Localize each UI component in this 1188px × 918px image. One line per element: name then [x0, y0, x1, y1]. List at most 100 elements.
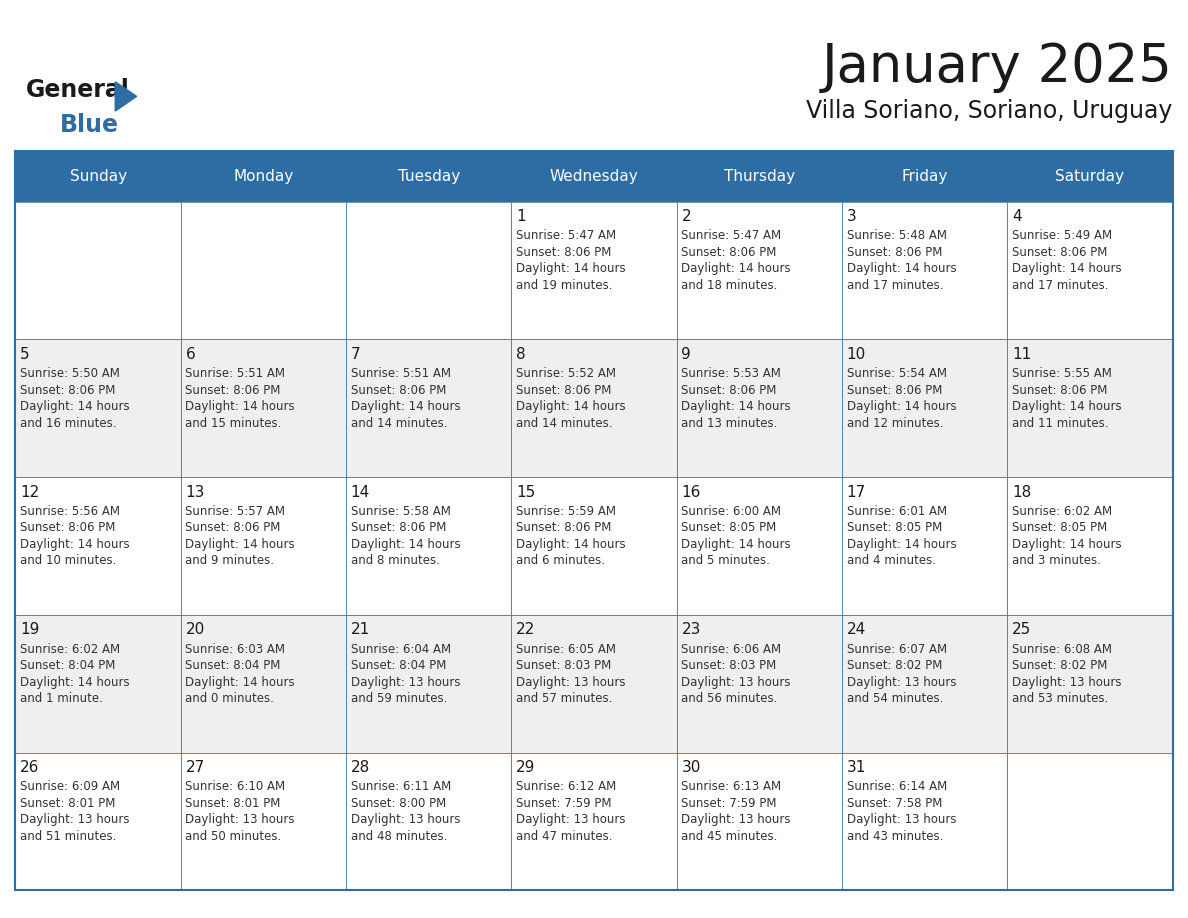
Bar — [15, 615, 181, 753]
Text: 11: 11 — [1012, 347, 1031, 362]
Bar — [346, 477, 511, 615]
Bar — [15, 202, 181, 340]
Text: 24: 24 — [847, 622, 866, 637]
Bar — [15, 753, 181, 890]
Bar — [511, 340, 677, 477]
Text: Sunrise: 5:57 AM
Sunset: 8:06 PM
Daylight: 14 hours
and 9 minutes.: Sunrise: 5:57 AM Sunset: 8:06 PM Dayligh… — [185, 505, 295, 567]
Bar — [181, 340, 346, 477]
Text: General: General — [26, 78, 129, 102]
Text: Sunrise: 6:01 AM
Sunset: 8:05 PM
Daylight: 14 hours
and 4 minutes.: Sunrise: 6:01 AM Sunset: 8:05 PM Dayligh… — [847, 505, 956, 567]
Text: Sunrise: 5:54 AM
Sunset: 8:06 PM
Daylight: 14 hours
and 12 minutes.: Sunrise: 5:54 AM Sunset: 8:06 PM Dayligh… — [847, 367, 956, 430]
Text: 28: 28 — [350, 760, 369, 775]
Text: Monday: Monday — [233, 169, 293, 185]
Text: Sunrise: 6:07 AM
Sunset: 8:02 PM
Daylight: 13 hours
and 54 minutes.: Sunrise: 6:07 AM Sunset: 8:02 PM Dayligh… — [847, 643, 956, 705]
Text: 30: 30 — [682, 760, 701, 775]
Text: Tuesday: Tuesday — [398, 169, 460, 185]
Polygon shape — [115, 82, 137, 111]
Text: 13: 13 — [185, 485, 204, 499]
Text: 8: 8 — [516, 347, 526, 362]
Bar — [346, 340, 511, 477]
Text: Sunrise: 5:58 AM
Sunset: 8:06 PM
Daylight: 14 hours
and 8 minutes.: Sunrise: 5:58 AM Sunset: 8:06 PM Dayligh… — [350, 505, 461, 567]
Text: Sunrise: 6:10 AM
Sunset: 8:01 PM
Daylight: 13 hours
and 50 minutes.: Sunrise: 6:10 AM Sunset: 8:01 PM Dayligh… — [185, 780, 295, 843]
Text: Sunrise: 5:53 AM
Sunset: 8:06 PM
Daylight: 14 hours
and 13 minutes.: Sunrise: 5:53 AM Sunset: 8:06 PM Dayligh… — [682, 367, 791, 430]
Text: 3: 3 — [847, 209, 857, 224]
Bar — [15, 151, 1173, 890]
Text: Sunrise: 6:12 AM
Sunset: 7:59 PM
Daylight: 13 hours
and 47 minutes.: Sunrise: 6:12 AM Sunset: 7:59 PM Dayligh… — [516, 780, 626, 843]
Bar — [181, 477, 346, 615]
Text: 26: 26 — [20, 760, 39, 775]
Bar — [511, 753, 677, 890]
Text: Sunrise: 6:09 AM
Sunset: 8:01 PM
Daylight: 13 hours
and 51 minutes.: Sunrise: 6:09 AM Sunset: 8:01 PM Dayligh… — [20, 780, 129, 843]
Bar — [511, 615, 677, 753]
Text: 22: 22 — [516, 622, 536, 637]
Text: Sunrise: 5:50 AM
Sunset: 8:06 PM
Daylight: 14 hours
and 16 minutes.: Sunrise: 5:50 AM Sunset: 8:06 PM Dayligh… — [20, 367, 129, 430]
Bar — [842, 615, 1007, 753]
Text: Sunrise: 5:48 AM
Sunset: 8:06 PM
Daylight: 14 hours
and 17 minutes.: Sunrise: 5:48 AM Sunset: 8:06 PM Dayligh… — [847, 230, 956, 292]
Bar — [1007, 477, 1173, 615]
Bar — [181, 615, 346, 753]
Bar — [1007, 753, 1173, 890]
Text: Sunrise: 6:14 AM
Sunset: 7:58 PM
Daylight: 13 hours
and 43 minutes.: Sunrise: 6:14 AM Sunset: 7:58 PM Dayligh… — [847, 780, 956, 843]
Bar — [677, 477, 842, 615]
Text: 12: 12 — [20, 485, 39, 499]
Bar — [15, 477, 181, 615]
Bar — [842, 753, 1007, 890]
Bar — [1007, 340, 1173, 477]
Text: Sunrise: 6:04 AM
Sunset: 8:04 PM
Daylight: 13 hours
and 59 minutes.: Sunrise: 6:04 AM Sunset: 8:04 PM Dayligh… — [350, 643, 460, 705]
Text: Sunrise: 5:52 AM
Sunset: 8:06 PM
Daylight: 14 hours
and 14 minutes.: Sunrise: 5:52 AM Sunset: 8:06 PM Dayligh… — [516, 367, 626, 430]
Text: Sunrise: 5:56 AM
Sunset: 8:06 PM
Daylight: 14 hours
and 10 minutes.: Sunrise: 5:56 AM Sunset: 8:06 PM Dayligh… — [20, 505, 129, 567]
Bar — [181, 202, 346, 340]
Bar — [511, 477, 677, 615]
Text: January 2025: January 2025 — [822, 41, 1173, 94]
Text: 4: 4 — [1012, 209, 1022, 224]
Text: 20: 20 — [185, 622, 204, 637]
Text: Sunrise: 5:47 AM
Sunset: 8:06 PM
Daylight: 14 hours
and 19 minutes.: Sunrise: 5:47 AM Sunset: 8:06 PM Dayligh… — [516, 230, 626, 292]
Text: 18: 18 — [1012, 485, 1031, 499]
Bar — [677, 753, 842, 890]
Text: 25: 25 — [1012, 622, 1031, 637]
Text: Blue: Blue — [59, 113, 119, 137]
Bar — [1007, 615, 1173, 753]
Text: Sunrise: 5:49 AM
Sunset: 8:06 PM
Daylight: 14 hours
and 17 minutes.: Sunrise: 5:49 AM Sunset: 8:06 PM Dayligh… — [1012, 230, 1121, 292]
Text: 27: 27 — [185, 760, 204, 775]
Text: 14: 14 — [350, 485, 369, 499]
Bar — [842, 477, 1007, 615]
Bar — [842, 202, 1007, 340]
Text: Sunrise: 5:55 AM
Sunset: 8:06 PM
Daylight: 14 hours
and 11 minutes.: Sunrise: 5:55 AM Sunset: 8:06 PM Dayligh… — [1012, 367, 1121, 430]
Text: Sunrise: 6:02 AM
Sunset: 8:05 PM
Daylight: 14 hours
and 3 minutes.: Sunrise: 6:02 AM Sunset: 8:05 PM Dayligh… — [1012, 505, 1121, 567]
Text: Sunrise: 6:06 AM
Sunset: 8:03 PM
Daylight: 13 hours
and 56 minutes.: Sunrise: 6:06 AM Sunset: 8:03 PM Dayligh… — [682, 643, 791, 705]
Text: 23: 23 — [682, 622, 701, 637]
Text: 2: 2 — [682, 209, 691, 224]
Bar — [511, 202, 677, 340]
Text: Sunrise: 6:02 AM
Sunset: 8:04 PM
Daylight: 14 hours
and 1 minute.: Sunrise: 6:02 AM Sunset: 8:04 PM Dayligh… — [20, 643, 129, 705]
Bar — [346, 202, 511, 340]
Bar — [677, 615, 842, 753]
Bar — [677, 340, 842, 477]
Text: Sunday: Sunday — [70, 169, 127, 185]
Text: 17: 17 — [847, 485, 866, 499]
Text: Sunrise: 5:59 AM
Sunset: 8:06 PM
Daylight: 14 hours
and 6 minutes.: Sunrise: 5:59 AM Sunset: 8:06 PM Dayligh… — [516, 505, 626, 567]
Text: 9: 9 — [682, 347, 691, 362]
Bar — [842, 340, 1007, 477]
Text: Saturday: Saturday — [1055, 169, 1124, 185]
Bar — [346, 753, 511, 890]
Bar — [1007, 202, 1173, 340]
Text: Thursday: Thursday — [723, 169, 795, 185]
Text: 5: 5 — [20, 347, 30, 362]
Text: 10: 10 — [847, 347, 866, 362]
Text: 29: 29 — [516, 760, 536, 775]
Text: 16: 16 — [682, 485, 701, 499]
Text: Sunrise: 6:05 AM
Sunset: 8:03 PM
Daylight: 13 hours
and 57 minutes.: Sunrise: 6:05 AM Sunset: 8:03 PM Dayligh… — [516, 643, 626, 705]
Text: Wednesday: Wednesday — [550, 169, 638, 185]
Text: 19: 19 — [20, 622, 39, 637]
Bar — [15, 151, 1173, 202]
Text: Sunrise: 5:51 AM
Sunset: 8:06 PM
Daylight: 14 hours
and 15 minutes.: Sunrise: 5:51 AM Sunset: 8:06 PM Dayligh… — [185, 367, 295, 430]
Text: 21: 21 — [350, 622, 369, 637]
Text: Villa Soriano, Soriano, Uruguay: Villa Soriano, Soriano, Uruguay — [807, 99, 1173, 123]
Text: Sunrise: 6:08 AM
Sunset: 8:02 PM
Daylight: 13 hours
and 53 minutes.: Sunrise: 6:08 AM Sunset: 8:02 PM Dayligh… — [1012, 643, 1121, 705]
Text: Sunrise: 6:11 AM
Sunset: 8:00 PM
Daylight: 13 hours
and 48 minutes.: Sunrise: 6:11 AM Sunset: 8:00 PM Dayligh… — [350, 780, 460, 843]
Text: 15: 15 — [516, 485, 536, 499]
Bar — [346, 615, 511, 753]
Text: 31: 31 — [847, 760, 866, 775]
Text: Sunrise: 6:03 AM
Sunset: 8:04 PM
Daylight: 14 hours
and 0 minutes.: Sunrise: 6:03 AM Sunset: 8:04 PM Dayligh… — [185, 643, 295, 705]
